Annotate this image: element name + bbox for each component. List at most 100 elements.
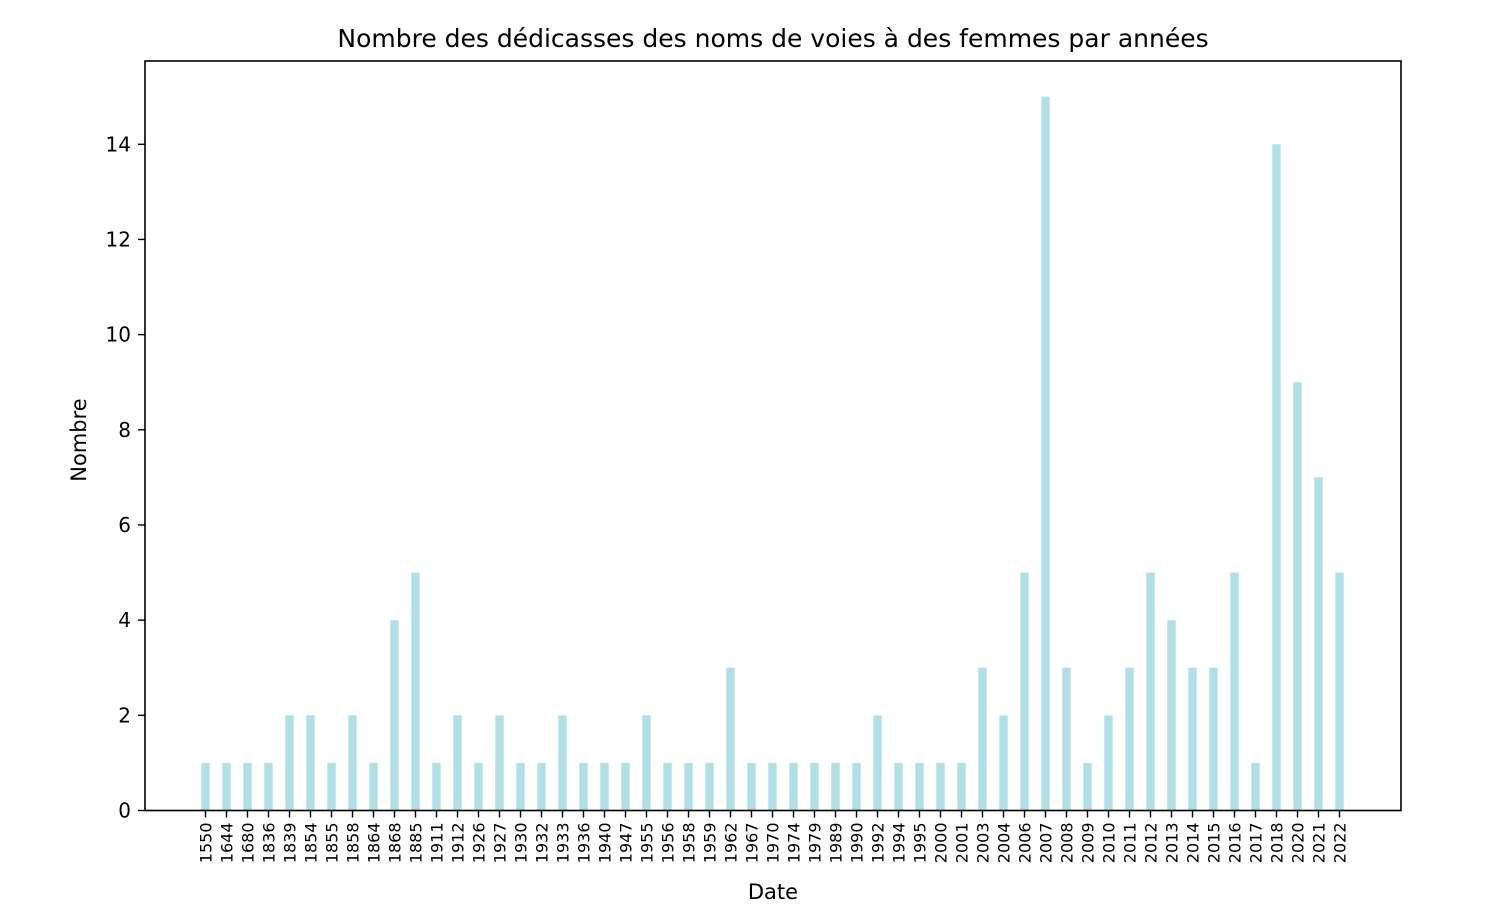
x-tick-label: 2011 (1121, 823, 1140, 864)
x-tick-label: 2003 (974, 823, 993, 864)
x-tick-label: 1959 (701, 823, 720, 864)
bar-1940 (600, 762, 609, 811)
bar-2004 (999, 715, 1008, 811)
bar-2006 (1020, 572, 1029, 811)
plot-frame (144, 60, 1402, 812)
bar-1864 (369, 762, 378, 811)
x-tick-label: 2018 (1268, 823, 1287, 864)
y-tick-label: 10 (106, 323, 131, 347)
x-tick-label: 1868 (386, 823, 405, 864)
bar-1858 (348, 715, 357, 811)
x-axis-label: Date (748, 880, 798, 904)
bar-2007 (1041, 96, 1050, 811)
x-tick-label: 1936 (575, 823, 594, 864)
bar-2012 (1146, 572, 1155, 811)
x-tick-label: 1839 (281, 823, 300, 864)
x-tick-label: 1927 (491, 823, 510, 864)
x-tick-label: 1644 (218, 823, 237, 864)
x-tick-label: 2004 (995, 823, 1014, 864)
y-tick-label: 12 (106, 227, 131, 251)
bar-2020 (1293, 382, 1302, 811)
bar-1958 (684, 762, 693, 811)
x-tick-label: 1967 (743, 823, 762, 864)
bar-1550 (201, 762, 210, 811)
x-tick-label: 1994 (890, 823, 909, 864)
y-tick-label: 8 (118, 418, 131, 442)
bar-2021 (1314, 477, 1323, 811)
x-tick-label: 1947 (617, 823, 636, 864)
bar-2013 (1167, 620, 1176, 811)
x-tick-label: 2022 (1331, 823, 1350, 864)
chart-title: Nombre des dédicasses des noms de voies … (337, 24, 1208, 53)
x-tick-label: 1864 (365, 823, 384, 864)
x-tick-label: 2009 (1079, 823, 1098, 864)
x-tick-label: 1970 (764, 823, 783, 864)
x-tick-label: 1885 (407, 823, 426, 864)
y-axis: 0 2 4 6 8 10 12 14 (106, 132, 145, 823)
bar-1911 (432, 762, 441, 811)
y-tick-label: 0 (118, 799, 131, 823)
bar-1855 (327, 762, 336, 811)
bar-1839 (285, 715, 294, 811)
bar-1959 (705, 762, 714, 811)
x-tick-label: 1958 (680, 823, 699, 864)
bars-group (201, 96, 1344, 811)
x-tick-label: 2016 (1226, 823, 1245, 864)
x-tick-label: 1932 (533, 823, 552, 864)
bar-2017 (1251, 762, 1260, 811)
x-tick-label: 1974 (785, 823, 804, 864)
bar-2014 (1188, 667, 1197, 811)
bar-1962 (726, 667, 735, 811)
x-tick-label: 1926 (470, 823, 489, 864)
bar-1936 (579, 762, 588, 811)
x-tick-label: 2013 (1163, 823, 1182, 864)
bar-2008 (1062, 667, 1071, 811)
y-tick-label: 4 (118, 608, 131, 632)
x-tick-label: 1854 (302, 823, 321, 864)
bar-2011 (1125, 667, 1134, 811)
bar-1967 (747, 762, 756, 811)
x-tick-label: 2000 (932, 823, 951, 864)
bar-1990 (852, 762, 861, 811)
x-tick-label: 2010 (1100, 823, 1119, 864)
x-tick-label: 1990 (848, 823, 867, 864)
x-tick-label: 1989 (827, 823, 846, 864)
y-tick-label: 14 (106, 132, 131, 156)
x-tick-label: 1940 (596, 823, 615, 864)
bar-1932 (537, 762, 546, 811)
x-tick-label: 2007 (1037, 823, 1056, 864)
bar-1933 (558, 715, 567, 811)
bar-1680 (243, 762, 252, 811)
bar-1947 (621, 762, 630, 811)
bar-1979 (810, 762, 819, 811)
bar-1974 (789, 762, 798, 811)
x-tick-label: 2021 (1310, 823, 1329, 864)
bar-2018 (1272, 144, 1281, 811)
bar-1912 (453, 715, 462, 811)
bar-1930 (516, 762, 525, 811)
bar-1955 (642, 715, 651, 811)
bar-2010 (1104, 715, 1113, 811)
x-tick-label: 1912 (449, 823, 468, 864)
bar-1994 (894, 762, 903, 811)
bar-1927 (495, 715, 504, 811)
bar-2009 (1083, 762, 1092, 811)
y-axis-label: Nombre (67, 398, 91, 481)
x-tick-label: 2015 (1205, 823, 1224, 864)
x-tick-label: 1956 (659, 823, 678, 864)
bar-2003 (978, 667, 987, 811)
x-tick-label: 1995 (911, 823, 930, 864)
x-tick-label: 1962 (722, 823, 741, 864)
bar-1836 (264, 762, 273, 811)
x-tick-label: 1992 (869, 823, 888, 864)
x-tick-label: 1911 (428, 823, 447, 864)
x-tick-label: 1979 (806, 823, 825, 864)
x-tick-label: 1680 (239, 823, 258, 864)
bar-2022 (1335, 572, 1344, 811)
x-tick-label: 1858 (344, 823, 363, 864)
bar-1989 (831, 762, 840, 811)
bar-2000 (936, 762, 945, 811)
bar-2001 (957, 762, 966, 811)
